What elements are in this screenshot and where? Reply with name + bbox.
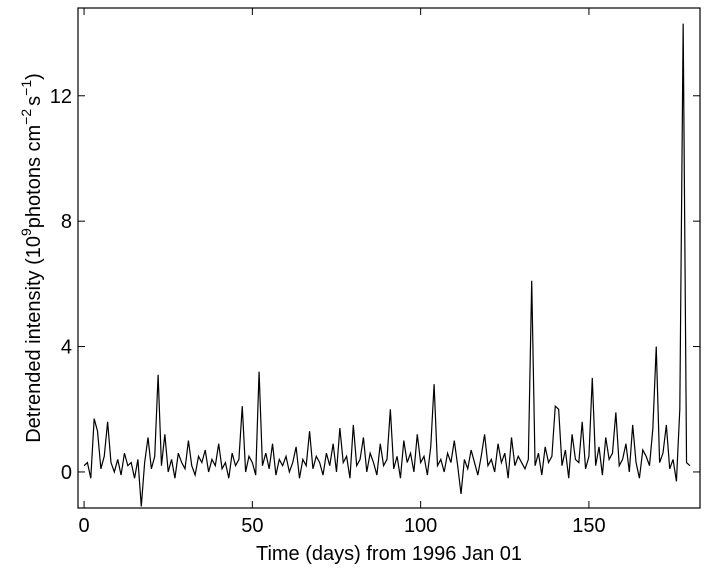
x-tick-label: 150 bbox=[572, 515, 605, 537]
y-tick-label: 12 bbox=[50, 86, 72, 108]
y-tick-label: 4 bbox=[61, 337, 72, 359]
x-tick-label: 0 bbox=[78, 515, 89, 537]
y-label-part: ) bbox=[23, 73, 45, 80]
y-tick-label: 0 bbox=[61, 462, 72, 484]
y-tick-label: 8 bbox=[61, 211, 72, 233]
x-tick-label: 50 bbox=[241, 515, 263, 537]
y-label-part: Detrended intensity (10 bbox=[23, 236, 45, 443]
y-label-sup: 9 bbox=[18, 228, 34, 236]
data-line bbox=[83, 23, 691, 507]
y-label-sup: −2 bbox=[18, 109, 34, 125]
plot-frame bbox=[77, 7, 701, 509]
y-label-part: photons cm bbox=[23, 125, 45, 228]
x-axis-label: Time (days) from 1996 Jan 01 bbox=[256, 543, 522, 565]
y-axis-label: Detrended intensity (109photons cm−2 s−1) bbox=[18, 73, 45, 443]
x-tick-label: 100 bbox=[404, 515, 437, 537]
y-label-part: s bbox=[23, 96, 45, 106]
y-label-sup: −1 bbox=[18, 80, 34, 96]
